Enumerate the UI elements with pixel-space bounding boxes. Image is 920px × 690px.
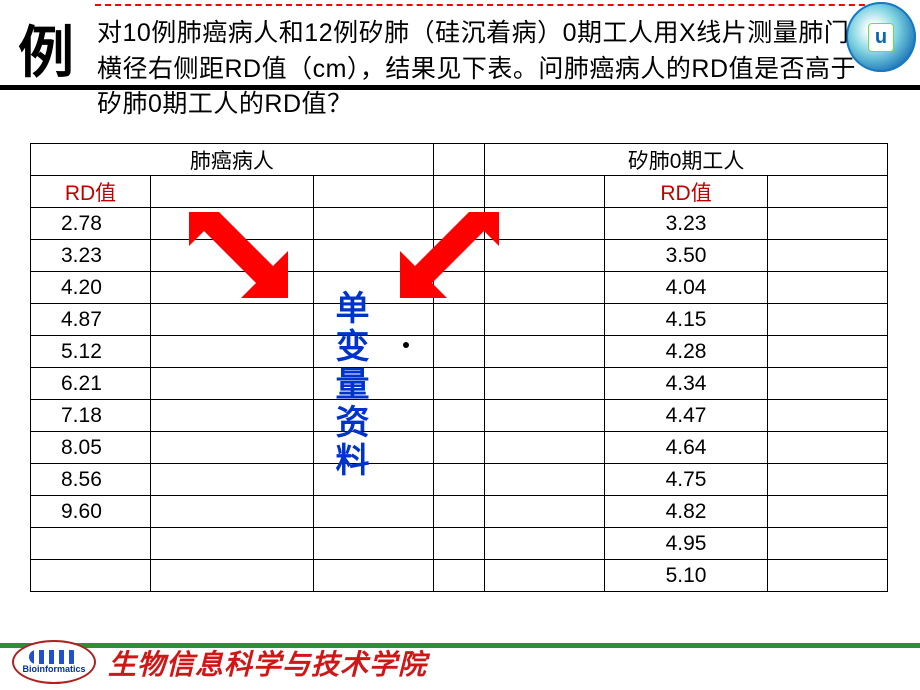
- table-cell: [150, 464, 313, 496]
- slide-title: 例: [18, 8, 74, 89]
- slide: 例 u 对10例肺癌病人和12例矽肺（硅沉着病）0期工人用X线片测量肺门横径右侧…: [0, 0, 920, 690]
- arrow-right: [388, 212, 508, 302]
- right-value: 3.50: [605, 240, 768, 272]
- table-cell: [433, 432, 484, 464]
- table-cell: [150, 176, 313, 208]
- left-value: [31, 528, 151, 560]
- table-cell: [767, 240, 887, 272]
- logo-letter: u: [868, 23, 894, 52]
- table-cell: [313, 496, 433, 528]
- footer-text: 生物信息科学与技术学院: [108, 643, 427, 683]
- left-value: 7.18: [31, 400, 151, 432]
- table-cell: [767, 368, 887, 400]
- table-cell: [485, 400, 605, 432]
- center-vertical-label: 单变量资料: [325, 290, 374, 480]
- right-value: 4.95: [605, 528, 768, 560]
- data-table-wrap: 肺癌病人矽肺0期工人RD值RD值2.783.233.233.504.204.04…: [30, 143, 888, 592]
- right-value: 4.47: [605, 400, 768, 432]
- table-cell: [485, 464, 605, 496]
- right-value: 4.15: [605, 304, 768, 336]
- left-value: 4.20: [31, 272, 151, 304]
- table-cell: [433, 336, 484, 368]
- table-cell: [150, 560, 313, 592]
- right-value: 4.64: [605, 432, 768, 464]
- table-cell: [433, 496, 484, 528]
- left-value: 3.23: [31, 240, 151, 272]
- table-cell: [767, 304, 887, 336]
- right-value: 4.82: [605, 496, 768, 528]
- table-cell: [485, 304, 605, 336]
- table-cell: [767, 272, 887, 304]
- left-value: [31, 560, 151, 592]
- table-cell: [150, 496, 313, 528]
- table-cell: [433, 560, 484, 592]
- table-cell: [485, 560, 605, 592]
- table-cell: [485, 528, 605, 560]
- right-value: 4.04: [605, 272, 768, 304]
- right-value: 4.34: [605, 368, 768, 400]
- table-cell: [150, 400, 313, 432]
- table-cell: [767, 496, 887, 528]
- table-cell: [485, 176, 605, 208]
- table-cell: [767, 400, 887, 432]
- rd-label-right: RD值: [605, 176, 768, 208]
- table-cell: [150, 368, 313, 400]
- table-cell: [150, 528, 313, 560]
- table-cell: [433, 464, 484, 496]
- rd-label-left: RD值: [31, 176, 151, 208]
- table-cell: [485, 496, 605, 528]
- table-cell: [767, 432, 887, 464]
- gap-cell: [433, 144, 484, 176]
- table-cell: [150, 432, 313, 464]
- table-cell: [767, 176, 887, 208]
- table-cell: [433, 176, 484, 208]
- left-value: 5.12: [31, 336, 151, 368]
- left-value: 8.56: [31, 464, 151, 496]
- top-dashed-line: [95, 4, 875, 12]
- table-cell: [433, 304, 484, 336]
- cursor-indicator: [403, 342, 409, 348]
- right-value: 4.75: [605, 464, 768, 496]
- table-cell: [150, 304, 313, 336]
- table-cell: [767, 528, 887, 560]
- arrow-left-real: [180, 212, 300, 302]
- table-cell: [433, 528, 484, 560]
- left-value: 6.21: [31, 368, 151, 400]
- table-cell: [767, 336, 887, 368]
- data-table: 肺癌病人矽肺0期工人RD值RD值2.783.233.233.504.204.04…: [30, 143, 888, 592]
- table-cell: [313, 176, 433, 208]
- question-text: 对10例肺癌病人和12例矽肺（硅沉着病）0期工人用X线片测量肺门横径右侧距RD值…: [97, 16, 857, 123]
- table-cell: [485, 368, 605, 400]
- left-value: 4.87: [31, 304, 151, 336]
- right-value: 4.28: [605, 336, 768, 368]
- helix-icon: [29, 650, 79, 664]
- left-value: 9.60: [31, 496, 151, 528]
- table-cell: [313, 528, 433, 560]
- table-cell: [767, 560, 887, 592]
- header-left: 肺癌病人: [31, 144, 434, 176]
- table-cell: [767, 208, 887, 240]
- left-value: 8.05: [31, 432, 151, 464]
- right-value: 3.23: [605, 208, 768, 240]
- bioinformatics-logo: Bioinformatics: [12, 640, 96, 684]
- table-cell: [313, 560, 433, 592]
- table-cell: [433, 400, 484, 432]
- header-right: 矽肺0期工人: [485, 144, 888, 176]
- left-value: 2.78: [31, 208, 151, 240]
- table-cell: [485, 432, 605, 464]
- table-cell: [767, 464, 887, 496]
- bio-label: Bioinformatics: [22, 664, 85, 674]
- table-cell: [485, 336, 605, 368]
- table-cell: [150, 336, 313, 368]
- table-cell: [433, 368, 484, 400]
- right-value: 5.10: [605, 560, 768, 592]
